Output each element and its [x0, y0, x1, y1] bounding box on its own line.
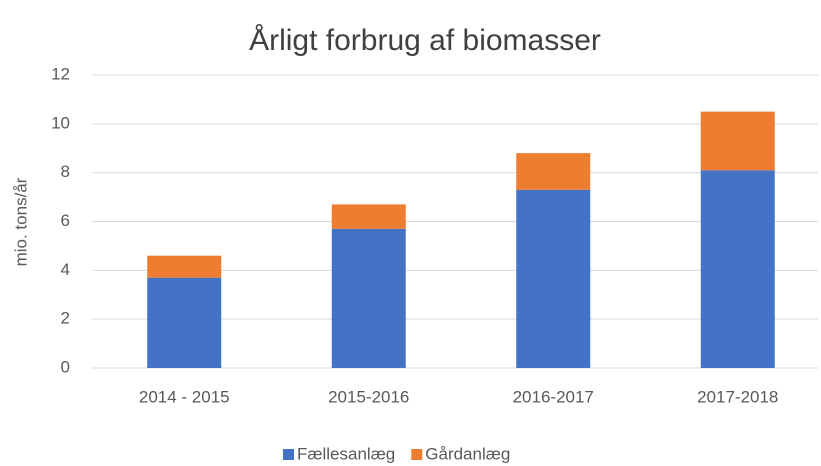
y-axis-label: mio. tons/år	[11, 177, 30, 266]
x-tick-label: 2016-2017	[513, 387, 594, 406]
legend-swatch	[283, 449, 294, 460]
legend-label: Gårdanlæg	[425, 444, 510, 463]
legend-label: Fællesanlæg	[297, 444, 395, 463]
bar-segment	[147, 277, 222, 368]
x-tick-label: 2014 - 2015	[139, 387, 230, 406]
y-tick-label: 2	[61, 309, 70, 328]
x-tick-label: 2017-2018	[697, 387, 778, 406]
y-tick-label: 4	[61, 260, 70, 279]
bar-segment	[700, 170, 775, 368]
y-tick-label: 10	[51, 113, 70, 132]
y-tick-label: 6	[61, 211, 70, 230]
y-tick-label: 0	[61, 357, 70, 376]
bar-segment	[516, 189, 591, 368]
bar-segment	[147, 255, 222, 278]
x-tick-label: 2015-2016	[328, 387, 409, 406]
bar-segment	[516, 153, 591, 190]
bar-segment	[700, 111, 775, 171]
bar-segment	[331, 204, 406, 229]
bar-segment	[331, 228, 406, 368]
y-tick-label: 8	[61, 162, 70, 181]
chart-title: Årligt forbrug af biomasser	[249, 24, 601, 57]
y-tick-label: 12	[51, 64, 70, 83]
legend-swatch	[411, 449, 423, 460]
